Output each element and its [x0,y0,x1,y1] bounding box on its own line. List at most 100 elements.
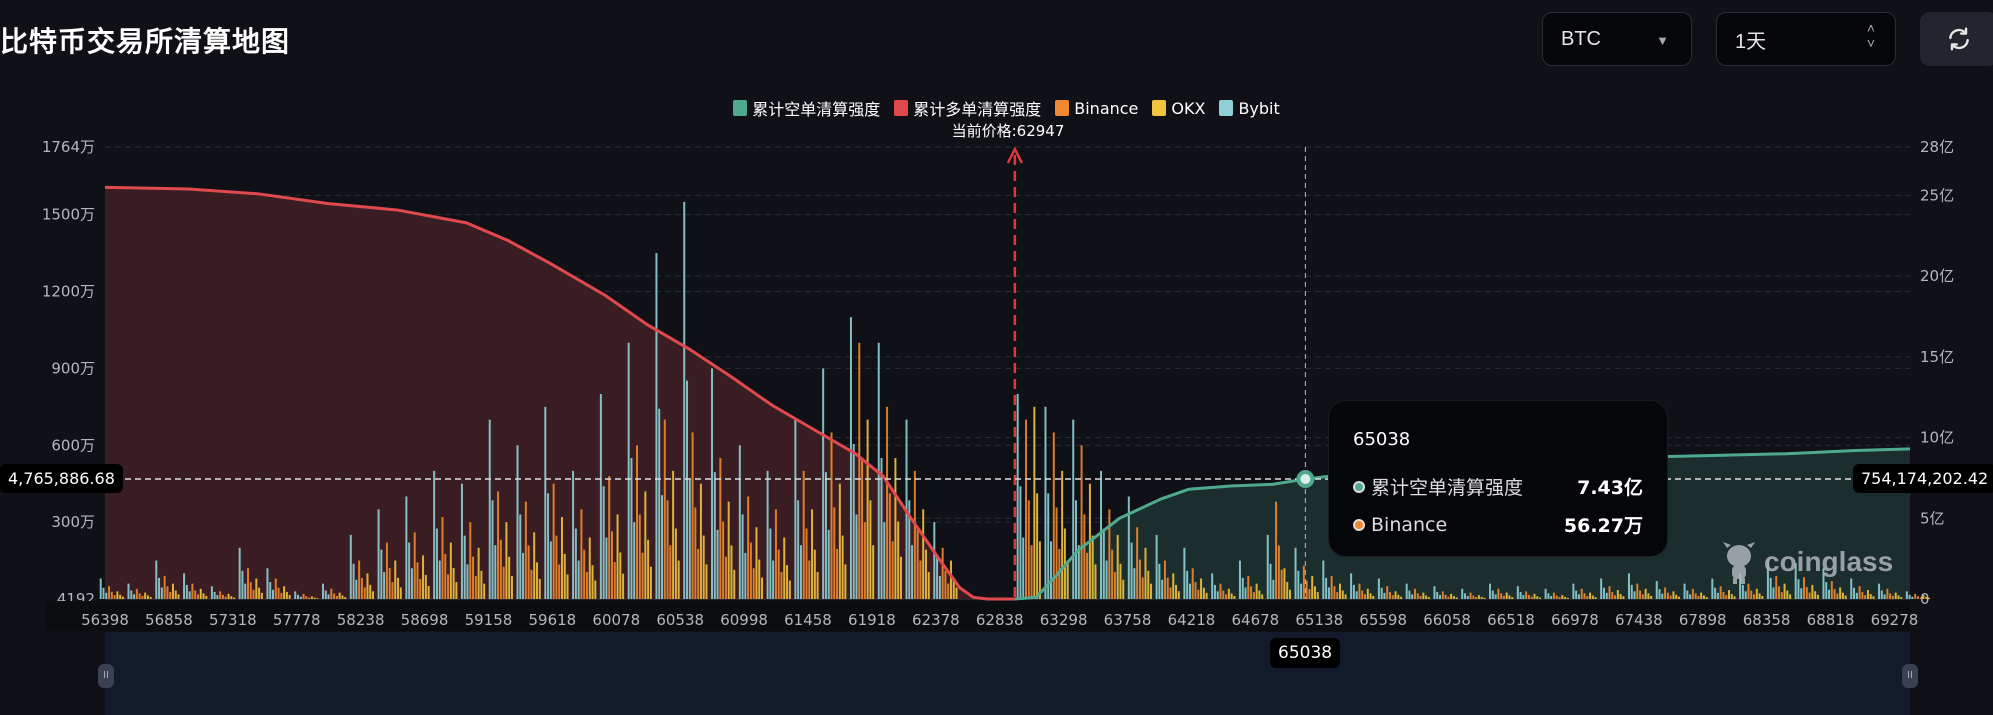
bar-okx [1230,593,1233,599]
bar-okx [1422,592,1425,599]
bar-binance [916,528,919,599]
x-axis-tick-label: 64678 [1231,611,1279,629]
bar-binance [530,569,533,599]
bar-bybit [1186,570,1189,599]
right-axis-tick-label: 0 [1920,590,1930,608]
bar-okx [288,595,291,599]
bar-binance [1558,597,1561,599]
x-axis-tick-label: 61918 [848,611,896,629]
bar-binance [141,595,144,599]
bar-okx [1539,597,1542,599]
x-axis-tick-label: 57318 [209,611,257,629]
bar-bybit [1572,583,1575,599]
crosshair-left-value: 4,765,886.68 [0,464,123,493]
bar-okx [1589,592,1592,599]
bar-bybit [1383,592,1386,599]
bar-okx [1233,595,1236,599]
bar-binance [138,593,141,599]
right-axis-tick-label: 28亿 [1920,138,1954,156]
legend-label: Bybit [1238,98,1280,118]
legend-item[interactable]: 累计多单清算强度 [894,96,1041,120]
bar-bybit [577,560,580,599]
bar-binance [1361,590,1364,599]
bar-bybit [244,583,247,599]
bar-bybit [711,368,714,599]
bar-bybit [1630,584,1633,599]
bar-binance [1305,580,1308,599]
bar-binance [1083,514,1086,599]
bar-binance [830,432,833,599]
bar-bybit [1461,588,1464,599]
legend-item[interactable]: OKX [1152,96,1205,120]
bar-binance [335,595,338,599]
bar-okx [1564,596,1567,599]
period-select[interactable]: 1天 ˄ ˅ [1716,12,1896,66]
x-axis-tick-label: 60998 [720,611,768,629]
bar-bybit [1050,541,1053,599]
legend-item[interactable]: Bybit [1219,96,1280,120]
bar-binance [1502,595,1505,599]
bar-binance [1113,572,1116,599]
bar-okx [338,592,341,599]
bar-bybit [466,564,469,599]
bar-bybit [213,591,216,599]
x-axis-tick-label: 68358 [1743,611,1791,629]
bar-binance [1889,593,1892,599]
bar-binance [1803,577,1806,599]
bar-binance [1469,592,1472,599]
slider-left-handle[interactable]: II [98,664,114,688]
bar-okx [233,597,236,599]
bar-bybit [1489,583,1492,599]
bar-okx [1477,595,1480,599]
zoom-slider[interactable] [105,632,1910,715]
bar-binance [669,545,672,599]
bar-bybit [1105,560,1108,599]
bar-bybit [627,342,630,599]
bar-binance [1586,595,1589,599]
bar-binance [444,553,447,599]
bar-binance [1219,583,1222,599]
left-axis-tick-label: 1200万 [42,283,95,301]
bar-okx [480,570,483,599]
coin-select[interactable]: BTC ▼ [1542,12,1692,66]
bar-bybit [574,528,577,599]
crosshair-x-value: 65038 [1270,638,1341,668]
bar-bybit [1772,587,1775,599]
bar-binance [469,522,472,599]
bar-okx [566,574,569,599]
bar-bybit [238,547,241,599]
bar-binance [1250,586,1253,599]
refresh-button[interactable] [1920,12,1993,66]
bar-bybit [683,201,686,599]
bar-bybit [1522,595,1525,599]
bar-binance [1197,589,1200,599]
bar-binance [722,521,725,599]
bar-bybit [1072,419,1075,599]
bar-binance [558,564,561,599]
bar-bybit [105,592,108,599]
bar-bybit [1266,534,1269,599]
bar-binance [502,566,505,599]
slider-right-handle[interactable]: II [1902,664,1918,688]
legend-item[interactable]: Binance [1055,96,1138,120]
bar-bybit [688,479,691,599]
bar-binance [1280,569,1283,599]
bar-binance [308,597,311,599]
bar-okx [1900,597,1903,599]
bar-okx [1116,534,1119,599]
bar-bybit [377,509,380,599]
bar-bybit [210,586,213,599]
bar-okx [1872,596,1875,599]
bar-okx [149,597,152,599]
legend-item[interactable]: 累计空单清算强度 [733,96,880,120]
bar-okx [1255,583,1258,599]
x-axis-tick-label: 56398 [81,611,129,629]
bar-okx [1616,590,1619,599]
bar-bybit [1828,589,1831,599]
legend-swatch-icon [1055,100,1070,116]
bar-binance [441,517,444,599]
bar-binance [135,588,138,599]
bar-okx [811,509,814,599]
bar-okx [310,596,313,599]
